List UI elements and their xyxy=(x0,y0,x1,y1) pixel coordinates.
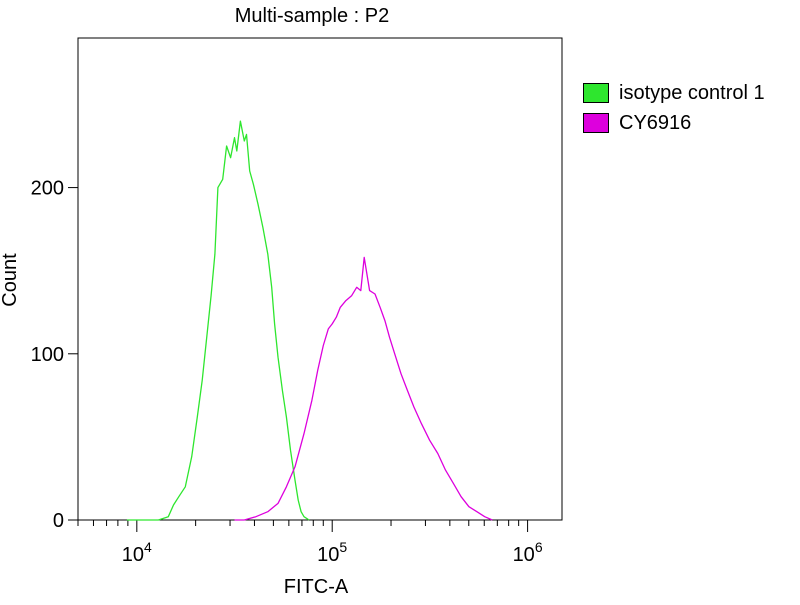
legend-swatch xyxy=(583,83,609,103)
x-tick-exponent: 5 xyxy=(339,539,347,555)
x-tick-exponent: 6 xyxy=(535,539,543,555)
x-axis-label: FITC-A xyxy=(284,576,349,598)
legend-item: isotype control 1 xyxy=(583,78,765,108)
x-tick-label: 106 xyxy=(513,539,543,566)
x-tick-label: 105 xyxy=(317,539,347,566)
plot-frame xyxy=(77,37,563,521)
x-tick-exponent: 4 xyxy=(144,539,152,555)
x-tick-base: 10 xyxy=(317,544,339,566)
y-tick-label: 100 xyxy=(31,344,64,366)
series-line-0 xyxy=(126,120,310,521)
chart-title: Multi-sample : P2 xyxy=(235,5,390,27)
x-tick-label: 104 xyxy=(122,539,152,566)
legend-label: CY6916 xyxy=(619,111,692,134)
series-line-1 xyxy=(234,256,493,521)
y-axis-label: Count xyxy=(0,253,21,307)
legend-swatch xyxy=(583,113,609,133)
legend: isotype control 1 CY6916 xyxy=(583,78,765,138)
y-tick-label: 200 xyxy=(31,178,64,200)
y-tick-label: 0 xyxy=(53,510,64,532)
series-layer xyxy=(126,120,493,521)
x-tick-base: 10 xyxy=(122,544,144,566)
x-tick-base: 10 xyxy=(513,544,535,566)
legend-label: isotype control 1 xyxy=(619,81,765,104)
legend-item: CY6916 xyxy=(583,108,765,138)
